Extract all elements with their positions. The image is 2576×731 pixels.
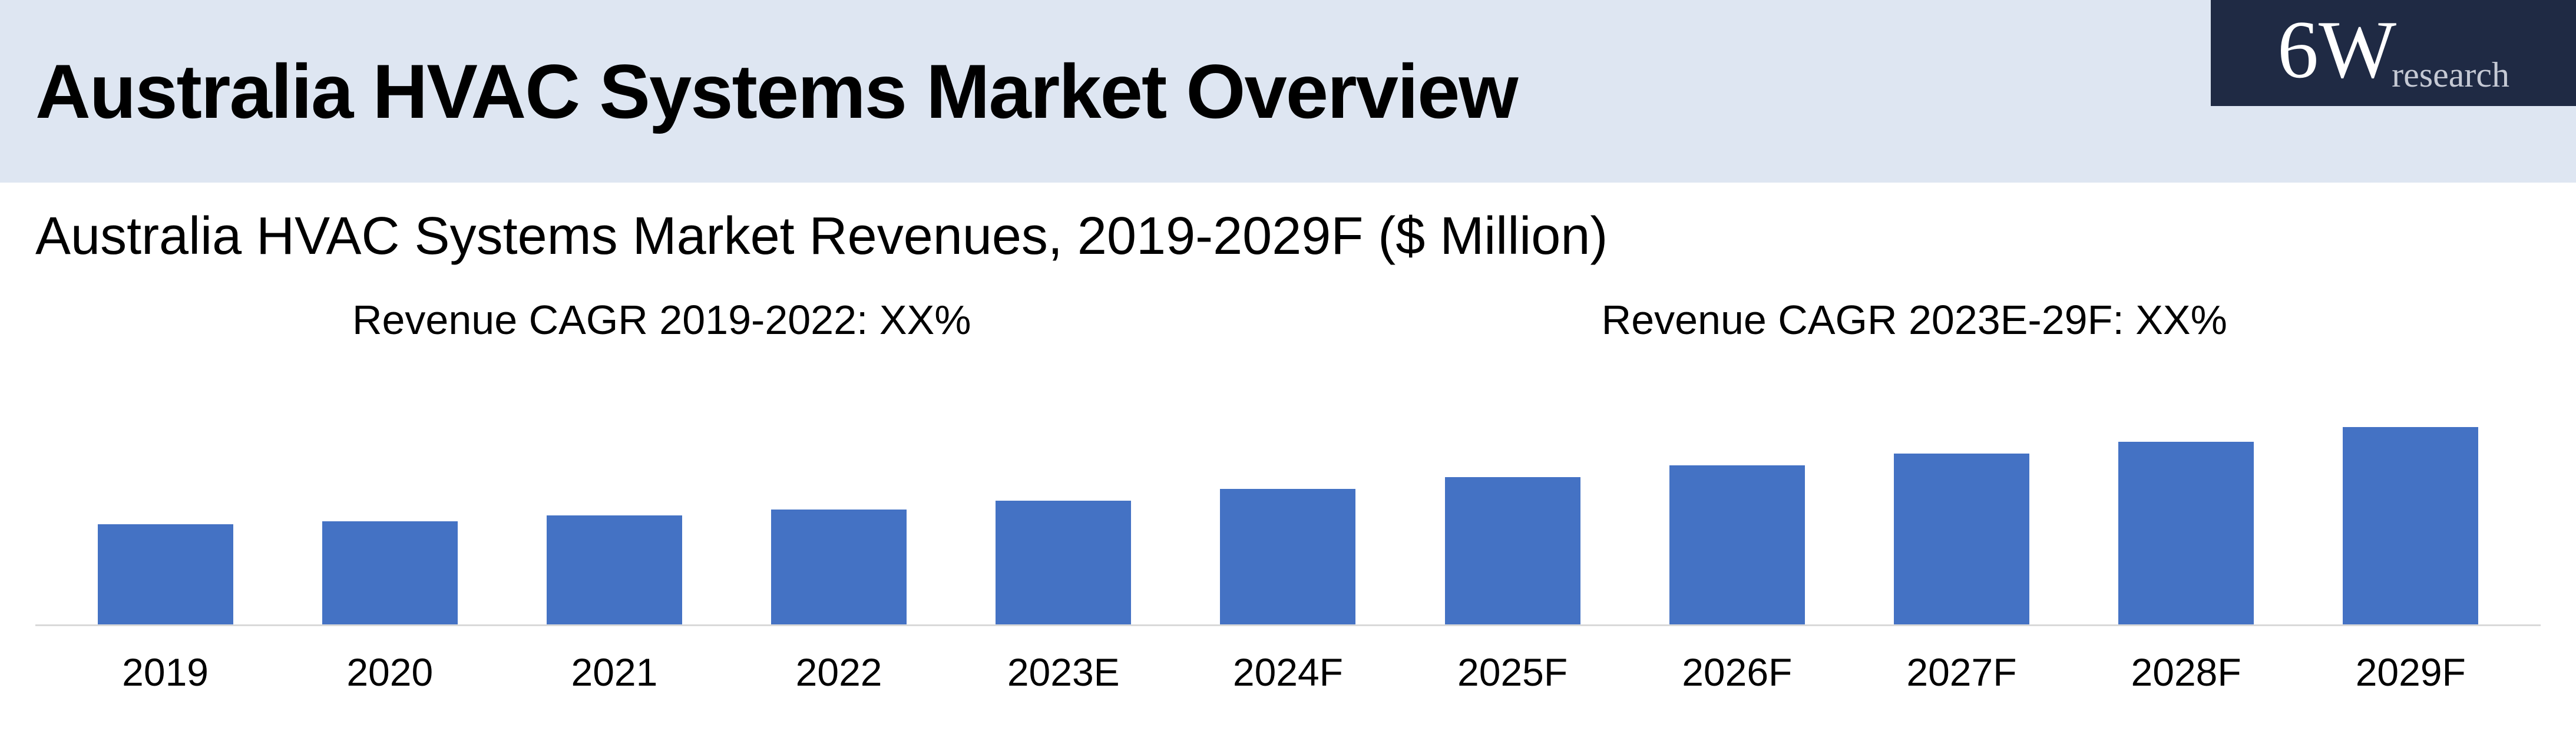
x-axis-label: 2023E: [996, 650, 1131, 694]
brand-logo: 6W research: [2211, 0, 2576, 106]
bar: [1894, 454, 2029, 624]
bar: [996, 501, 1131, 624]
cagr-row: Revenue CAGR 2019-2022: XX% Revenue CAGR…: [35, 296, 2541, 343]
bar: [547, 515, 682, 624]
chart-area: Australia HVAC Systems Market Revenues, …: [0, 183, 2576, 694]
x-axis-label: 2020: [322, 650, 458, 694]
bars-container: [35, 367, 2541, 626]
bar: [771, 510, 907, 624]
x-axis-label: 2022: [771, 650, 907, 694]
x-axis-label: 2024F: [1220, 650, 1355, 694]
cagr-historical-label: Revenue CAGR 2019-2022: XX%: [35, 296, 1288, 343]
bar: [322, 521, 458, 624]
x-axis-labels: 2019 2020 2021 2022 2023E 2024F 2025F 2026F 2027…: [35, 626, 2541, 694]
bar: [98, 524, 233, 624]
page-title: Australia HVAC Systems Market Overview: [0, 47, 1517, 135]
bar: [1669, 465, 1805, 624]
bar: [1445, 477, 1580, 624]
x-axis-label: 2026F: [1669, 650, 1805, 694]
x-axis-label: 2029F: [2343, 650, 2478, 694]
header-bar: Australia HVAC Systems Market Overview 6…: [0, 0, 2576, 183]
bar: [2118, 442, 2254, 624]
x-axis-label: 2021: [547, 650, 682, 694]
x-axis-label: 2019: [98, 650, 233, 694]
bar: [1220, 489, 1355, 624]
x-axis-label: 2028F: [2118, 650, 2254, 694]
x-axis-label: 2027F: [1894, 650, 2029, 694]
cagr-forecast-label: Revenue CAGR 2023E-29F: XX%: [1288, 296, 2541, 343]
logo-main-text: 6W: [2277, 9, 2396, 91]
bar: [2343, 427, 2478, 624]
x-axis-label: 2025F: [1445, 650, 1580, 694]
logo-sub-text: research: [2392, 55, 2509, 95]
chart-title: Australia HVAC Systems Market Revenues, …: [35, 206, 2541, 267]
